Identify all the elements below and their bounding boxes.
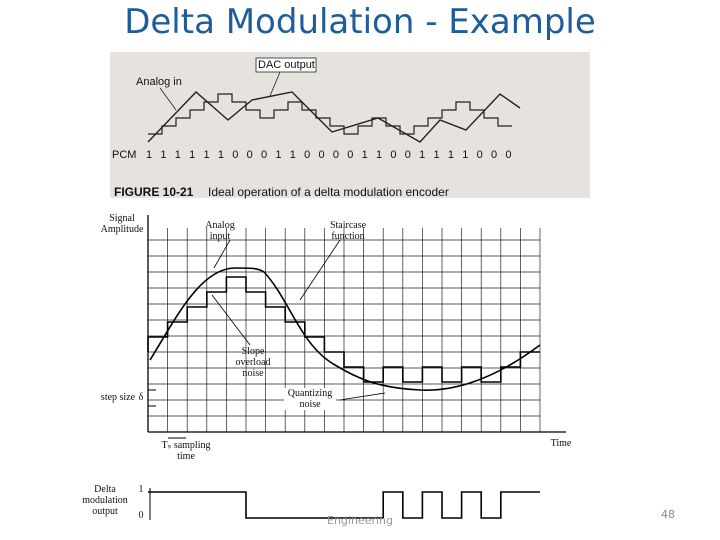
footer-text: Engineering [327,514,393,527]
analog-input-label: Analog input [205,220,235,242]
output-label: Delta modulation output [82,484,128,517]
analog-pointer [213,239,231,269]
low-level: 0 [138,510,144,521]
analog-pointer [159,87,177,111]
analog-label: Analog in [136,76,182,88]
staircase-pointer [299,239,341,301]
quantizing-pointer [339,392,386,401]
dac-pointer [269,71,281,97]
analog-curve [149,267,541,391]
pcm-bits: 1 1 1 1 1 1 0 0 0 1 1 0 0 0 0 1 1 0 0 1 … [146,149,514,161]
page-number: 48 [661,508,675,521]
delta-symbol: δ [138,392,144,403]
y-axis-label: Signal Amplitude [100,213,144,235]
slide-title: Delta Modulation - Example [124,2,596,42]
grid [148,228,541,432]
quantizing-label: Quantizing noise [284,388,336,410]
high-level: 1 [138,484,144,495]
step-label: step size [100,392,136,403]
pulse-train [148,491,540,519]
caption-text: Ideal operation of a delta modulation en… [208,185,449,199]
slope-label: Slope overload noise [235,346,271,379]
dac-label: DAC output [258,59,315,71]
time-label: Time [550,438,572,449]
ts-label: Tₛ sampling time [161,440,211,462]
staircase [147,276,540,383]
pcm-label: PCM [112,149,137,161]
analog-wave [147,91,521,143]
staircase-label: Staircase function [329,220,367,242]
slope-pointer [211,294,251,346]
caption-number: FIGURE 10-21 [114,185,194,199]
dac-label-box [255,57,317,73]
dac-staircase [148,93,512,135]
top-figure-background [110,52,590,198]
